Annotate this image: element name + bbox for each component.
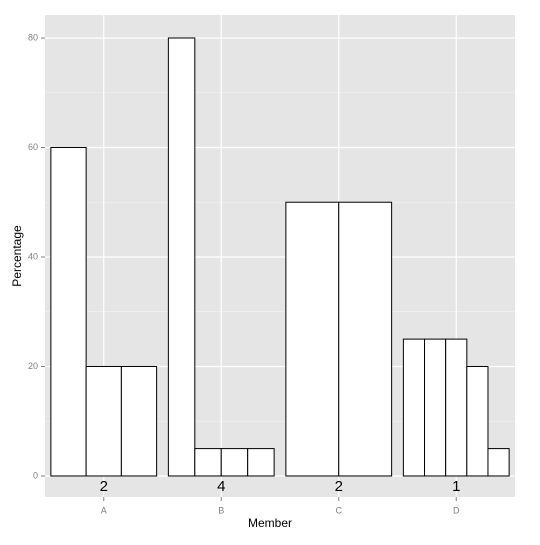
bar [220,448,249,477]
annotation: 2 [335,478,343,495]
annotation: 2 [100,478,108,495]
bar [487,448,510,477]
bar [338,201,393,477]
x-tick-label: A [101,505,107,515]
bar [167,37,196,477]
y-tick-label: 80 [28,32,38,42]
y-tick-label: 0 [33,470,38,480]
x-axis-label: Member [248,516,292,530]
annotation: 1 [452,478,460,495]
bar [85,365,122,477]
bar [285,201,340,477]
y-tick-label: 60 [28,142,38,152]
bar [424,338,447,477]
x-tick-label: B [218,505,224,515]
y-axis-label: Percentage [10,225,24,287]
x-tick-label: D [453,505,460,515]
bar [50,146,87,477]
bar [194,448,222,477]
y-tick-label: 20 [28,361,38,371]
y-tick-label: 40 [28,251,38,261]
x-tick-label: C [336,505,343,515]
bar [445,338,468,477]
bar [402,338,426,477]
bar [120,365,158,477]
bar [247,448,275,477]
annotation: 4 [217,478,225,495]
bar [466,365,489,477]
